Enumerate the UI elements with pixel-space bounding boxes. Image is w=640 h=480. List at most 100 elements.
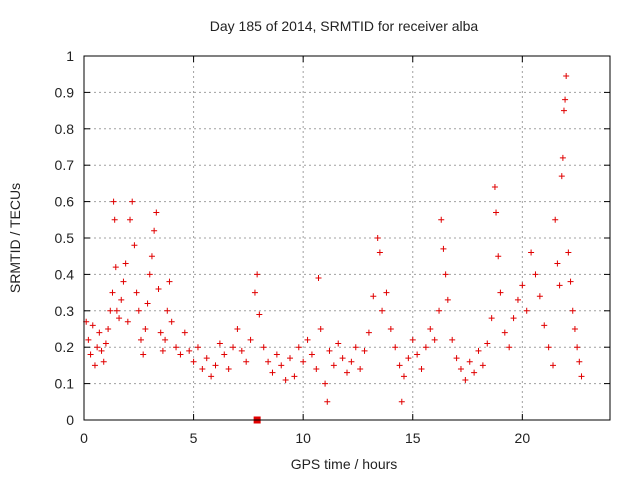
data-point [365, 329, 372, 336]
y-tick-label: 0.7 [55, 157, 75, 173]
data-point [422, 344, 429, 351]
data-point [102, 340, 109, 347]
data-point [344, 369, 350, 376]
x-axis-label: GPS time / hours [291, 456, 398, 472]
data-point [574, 344, 581, 351]
data-point [254, 271, 261, 278]
data-point [449, 336, 456, 343]
data-point [230, 344, 237, 351]
data-point [85, 336, 92, 343]
data-point [181, 329, 188, 336]
data-point [326, 347, 333, 354]
data-point [173, 344, 180, 351]
data-point [100, 358, 107, 365]
data-point [243, 358, 250, 365]
data-point [91, 362, 98, 369]
data-point [234, 326, 241, 332]
data-point [348, 358, 355, 365]
data-point [392, 344, 399, 351]
data-point [89, 322, 96, 329]
data-point [563, 73, 570, 80]
data-point [436, 307, 443, 314]
data-point [560, 107, 567, 114]
data-point [162, 336, 169, 343]
y-tick-label: 0.6 [55, 194, 75, 210]
y-tick-label: 0.8 [55, 121, 75, 137]
data-point [567, 278, 574, 285]
data-point [431, 336, 438, 343]
data-point [129, 198, 136, 205]
data-point [374, 235, 381, 241]
data-point [427, 326, 434, 332]
data-point [190, 358, 197, 365]
y-axis-label: SRMTID / TECUs [7, 183, 23, 293]
data-point [565, 249, 572, 256]
data-point [265, 358, 272, 365]
data-point [376, 249, 383, 256]
data-point [324, 398, 331, 405]
data-point [155, 285, 162, 292]
data-point [400, 373, 407, 380]
data-point [317, 326, 324, 332]
data-point [166, 278, 173, 285]
data-point [491, 184, 498, 191]
data-point [501, 329, 508, 336]
data-point [124, 318, 131, 325]
data-point [216, 340, 223, 347]
data-point [442, 271, 449, 278]
data-point [300, 358, 307, 365]
data-point [523, 307, 530, 314]
data-point [133, 289, 140, 296]
y-tick-label: 0.5 [55, 230, 75, 246]
data-point [304, 336, 311, 343]
data-point [122, 260, 129, 267]
x-tick-label: 5 [190, 430, 198, 446]
data-point [153, 209, 160, 216]
data-point [569, 307, 576, 314]
data-point [322, 380, 329, 387]
data-point [282, 376, 289, 383]
data-point [146, 271, 153, 278]
data-point [484, 340, 491, 347]
data-point [440, 245, 447, 252]
data-point [414, 351, 421, 358]
data-point [330, 362, 337, 369]
data-point [488, 315, 495, 322]
data-point [203, 355, 210, 362]
data-point [352, 344, 359, 351]
data-point [398, 398, 405, 405]
data-point [396, 362, 403, 369]
data-point [247, 336, 254, 343]
data-point [409, 336, 416, 343]
y-tick-label: 0.1 [55, 376, 75, 392]
data-point [315, 275, 322, 282]
data-point [199, 366, 206, 373]
data-point [308, 351, 315, 358]
data-point [87, 351, 94, 358]
data-point [148, 253, 155, 260]
data-point [116, 315, 123, 322]
data-point [453, 355, 460, 362]
data-point [466, 358, 473, 365]
data-point [269, 369, 276, 376]
data-point [135, 307, 142, 314]
data-point [118, 296, 125, 303]
data-point [545, 344, 552, 351]
data-point [576, 358, 583, 365]
data-point [140, 351, 147, 358]
data-point [107, 307, 114, 314]
data-point [251, 289, 258, 296]
data-point [418, 366, 425, 373]
data-point [493, 209, 500, 216]
data-point [131, 242, 138, 249]
data-point [571, 326, 578, 332]
data-point [510, 315, 517, 322]
data-point [186, 347, 193, 354]
data-point [562, 96, 569, 103]
y-tick-labels: 0 0.1 0.2 0.3 0.4 0.5 0.6 0.7 0.8 0.9 1 [55, 48, 75, 428]
data-point [532, 271, 539, 278]
data-point [514, 296, 521, 303]
data-point [120, 278, 127, 285]
y-tick-label: 1 [66, 48, 74, 64]
